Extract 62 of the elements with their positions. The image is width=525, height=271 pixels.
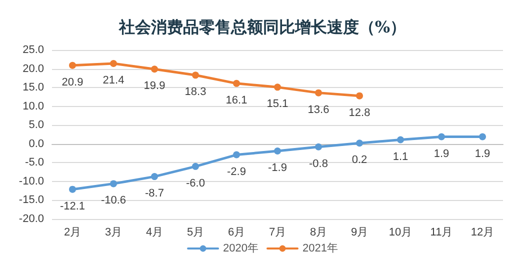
x-tick-label: 2月 [64,226,82,238]
point [110,60,117,68]
point [69,62,76,69]
x-tick-label: 11月 [430,226,453,238]
data-label: 19.9 [144,80,166,92]
point [233,151,240,158]
point [233,80,240,87]
x-tick-label: 6月 [228,226,246,238]
data-label: 20.9 [62,76,84,88]
chart-title: 社会消费品零售总额同比增长速度（%） [118,18,406,36]
data-label: 0.2 [352,154,368,166]
x-tick-label: 5月 [186,226,204,238]
point [69,186,76,193]
y-tick-label: 25.0 [22,44,44,56]
data-label: 21.4 [102,74,124,87]
point [356,92,363,100]
y-tick-label: 20.0 [22,62,44,75]
y-tick-label: 5.0 [28,119,44,132]
y-tick-label: -15.0 [18,194,44,206]
data-label: 1.9 [474,148,490,160]
data-label: -12.1 [60,200,86,212]
point [479,133,486,140]
data-label: 16.1 [226,94,248,106]
y-tick-label: -10.0 [18,175,44,188]
data-label: 12.8 [348,106,370,119]
x-tick-label: 9月 [350,226,368,238]
point [192,162,199,170]
point [110,180,117,188]
x-tick-label: 4月 [146,226,164,238]
y-tick-label: 0.0 [28,138,44,150]
x-tick-label: 7月 [268,226,286,238]
point [274,148,281,155]
data-label: -1.9 [268,162,287,174]
data-label: 13.6 [308,104,330,116]
point [315,143,322,150]
data-label: 18.3 [184,86,206,98]
data-label: 15.1 [266,98,288,110]
point [438,133,445,140]
data-label: 1.9 [434,148,450,160]
point [315,89,322,96]
point [151,66,158,73]
data-label: -6.0 [186,177,205,190]
data-label: -2.9 [227,166,246,178]
legend-label: 2021年 [302,242,338,254]
y-tick-label: 10.0 [22,100,44,112]
point [192,72,199,79]
point [151,173,158,180]
point [274,84,281,91]
data-label: -8.7 [145,188,164,200]
y-tick-label: 15.0 [22,82,44,94]
data-label: -10.6 [100,194,126,207]
point [356,140,363,147]
x-tick-label: 10月 [388,226,412,238]
legend-label: 2020年 [223,242,259,254]
x-tick-label: 8月 [310,226,328,238]
y-tick-label: -5.0 [25,156,44,169]
x-tick-label: 3月 [104,226,122,238]
data-label: -0.8 [309,158,328,170]
data-label: 1.1 [392,150,408,163]
x-tick-label: 12月 [470,226,494,238]
point [397,136,404,144]
y-tick-label: -20.0 [18,213,44,225]
